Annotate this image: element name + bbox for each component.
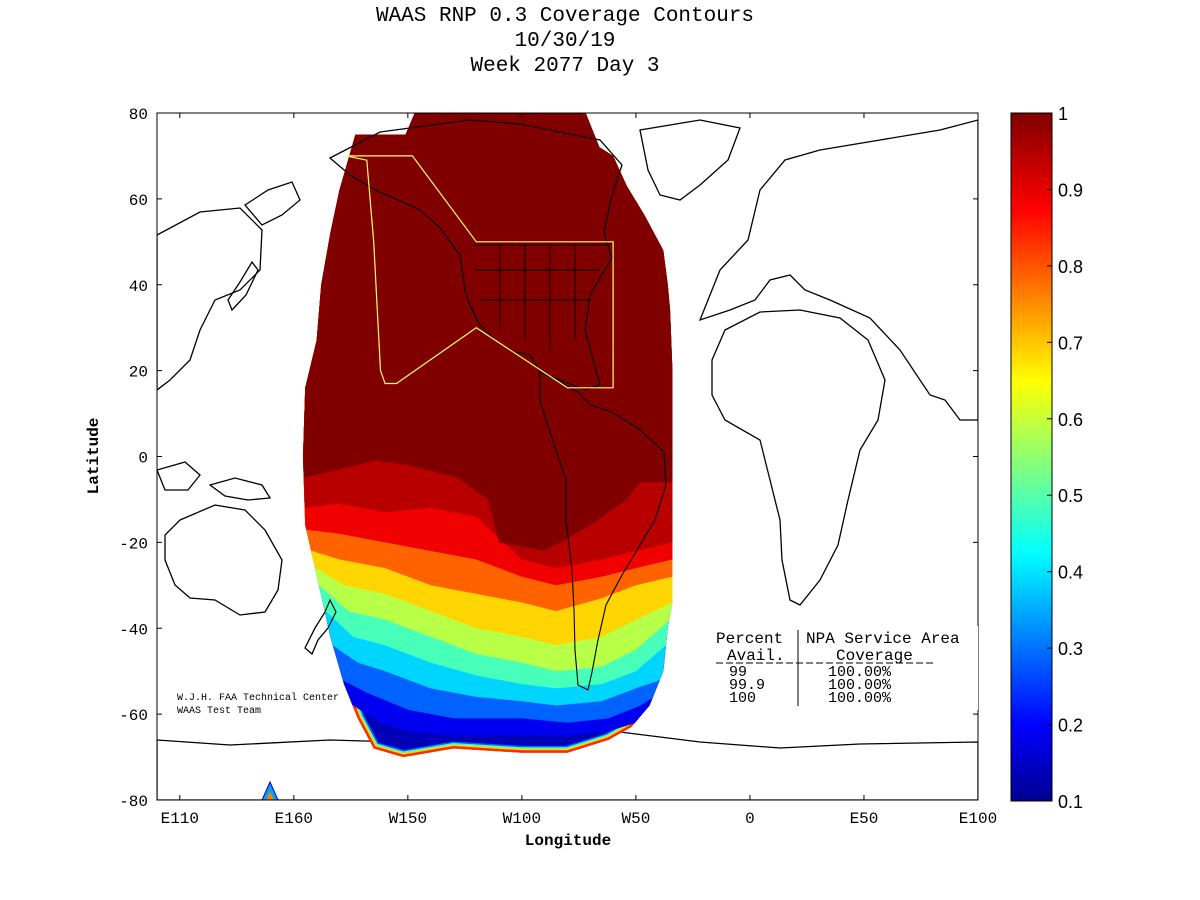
- coverage-island-core: [266, 791, 274, 800]
- summary-table-background: [714, 626, 978, 710]
- table-row-2-coverage: 100.00%: [828, 677, 892, 694]
- x-tick-label: E110: [161, 810, 199, 828]
- table-row-1-coverage: 100.00%: [828, 664, 892, 681]
- colorbar-tick-label: 0.4: [1058, 563, 1083, 583]
- y-tick-label: 20: [129, 364, 148, 382]
- y-tick-label: 60: [129, 192, 148, 210]
- table-row-1-avail: 99: [729, 664, 747, 681]
- table-row-2-avail: 99.9: [729, 677, 765, 694]
- summary-table: Percent NPA Service Area Avail. Coverage…: [714, 626, 978, 710]
- x-axis: E110 E160 W150 W100 W50 0 E50 E100: [161, 113, 997, 828]
- table-subheader-coverage: Coverage: [836, 647, 913, 665]
- y-axis: 80 60 40 20 0 -20 -40 -60 -80: [119, 106, 978, 811]
- x-tick-label: W50: [622, 810, 651, 828]
- y-axis-label: Latitude: [85, 418, 103, 495]
- colorbar-ticks: 1 0.9 0.8 0.7 0.6 0.5 0.4 0.3 0.2 0.1: [1047, 104, 1083, 812]
- contour-band: [303, 113, 673, 551]
- chart-title: WAAS RNP 0.3 Coverage Contours: [376, 5, 754, 28]
- x-tick-label: E100: [959, 810, 997, 828]
- y-tick-label: 40: [129, 278, 148, 296]
- table-header-percent: Percent: [716, 630, 783, 648]
- colorbar-tick-label: 0.8: [1058, 257, 1083, 277]
- x-tick-label: E160: [275, 810, 313, 828]
- y-tick-label: 0: [138, 450, 148, 468]
- y-tick-label: -80: [119, 793, 148, 811]
- colorbar-tick-label: 0.2: [1058, 716, 1083, 736]
- annotation-center: W.J.H. FAA Technical Center: [177, 692, 339, 704]
- colorbar-tick-label: 0.7: [1058, 333, 1083, 353]
- npa-service-area: [346, 155, 614, 389]
- colorbar-tick-label: 0.6: [1058, 410, 1083, 430]
- y-tick-label: -60: [119, 707, 148, 725]
- colorbar-tick-label: 0.3: [1058, 639, 1083, 659]
- y-tick-label: -20: [119, 535, 148, 553]
- y-tick-label: -40: [119, 621, 148, 639]
- table-header-npa: NPA Service Area: [806, 630, 960, 648]
- chart-date: 10/30/19: [515, 30, 616, 53]
- x-tick-label: E50: [850, 810, 879, 828]
- colorbar-tick-label: 1: [1058, 104, 1068, 124]
- x-tick-label: W150: [389, 810, 427, 828]
- x-axis-label: Longitude: [525, 832, 611, 850]
- colorbar-tick-label: 0.5: [1058, 486, 1083, 506]
- table-row-3-avail: 100: [729, 690, 756, 707]
- chart-week: Week 2077 Day 3: [470, 55, 659, 78]
- colorbar: [1010, 112, 1053, 802]
- annotation-team: WAAS Test Team: [177, 706, 261, 717]
- y-tick-label: 80: [129, 106, 148, 124]
- colorbar-tick-label: 0.9: [1058, 180, 1083, 200]
- colorbar-tick-label: 0.1: [1058, 792, 1083, 812]
- x-tick-label: 0: [745, 810, 755, 828]
- table-subheader-avail: Avail.: [727, 647, 785, 665]
- table-row-3-coverage: 100.00%: [828, 690, 892, 707]
- x-tick-label: W100: [503, 810, 541, 828]
